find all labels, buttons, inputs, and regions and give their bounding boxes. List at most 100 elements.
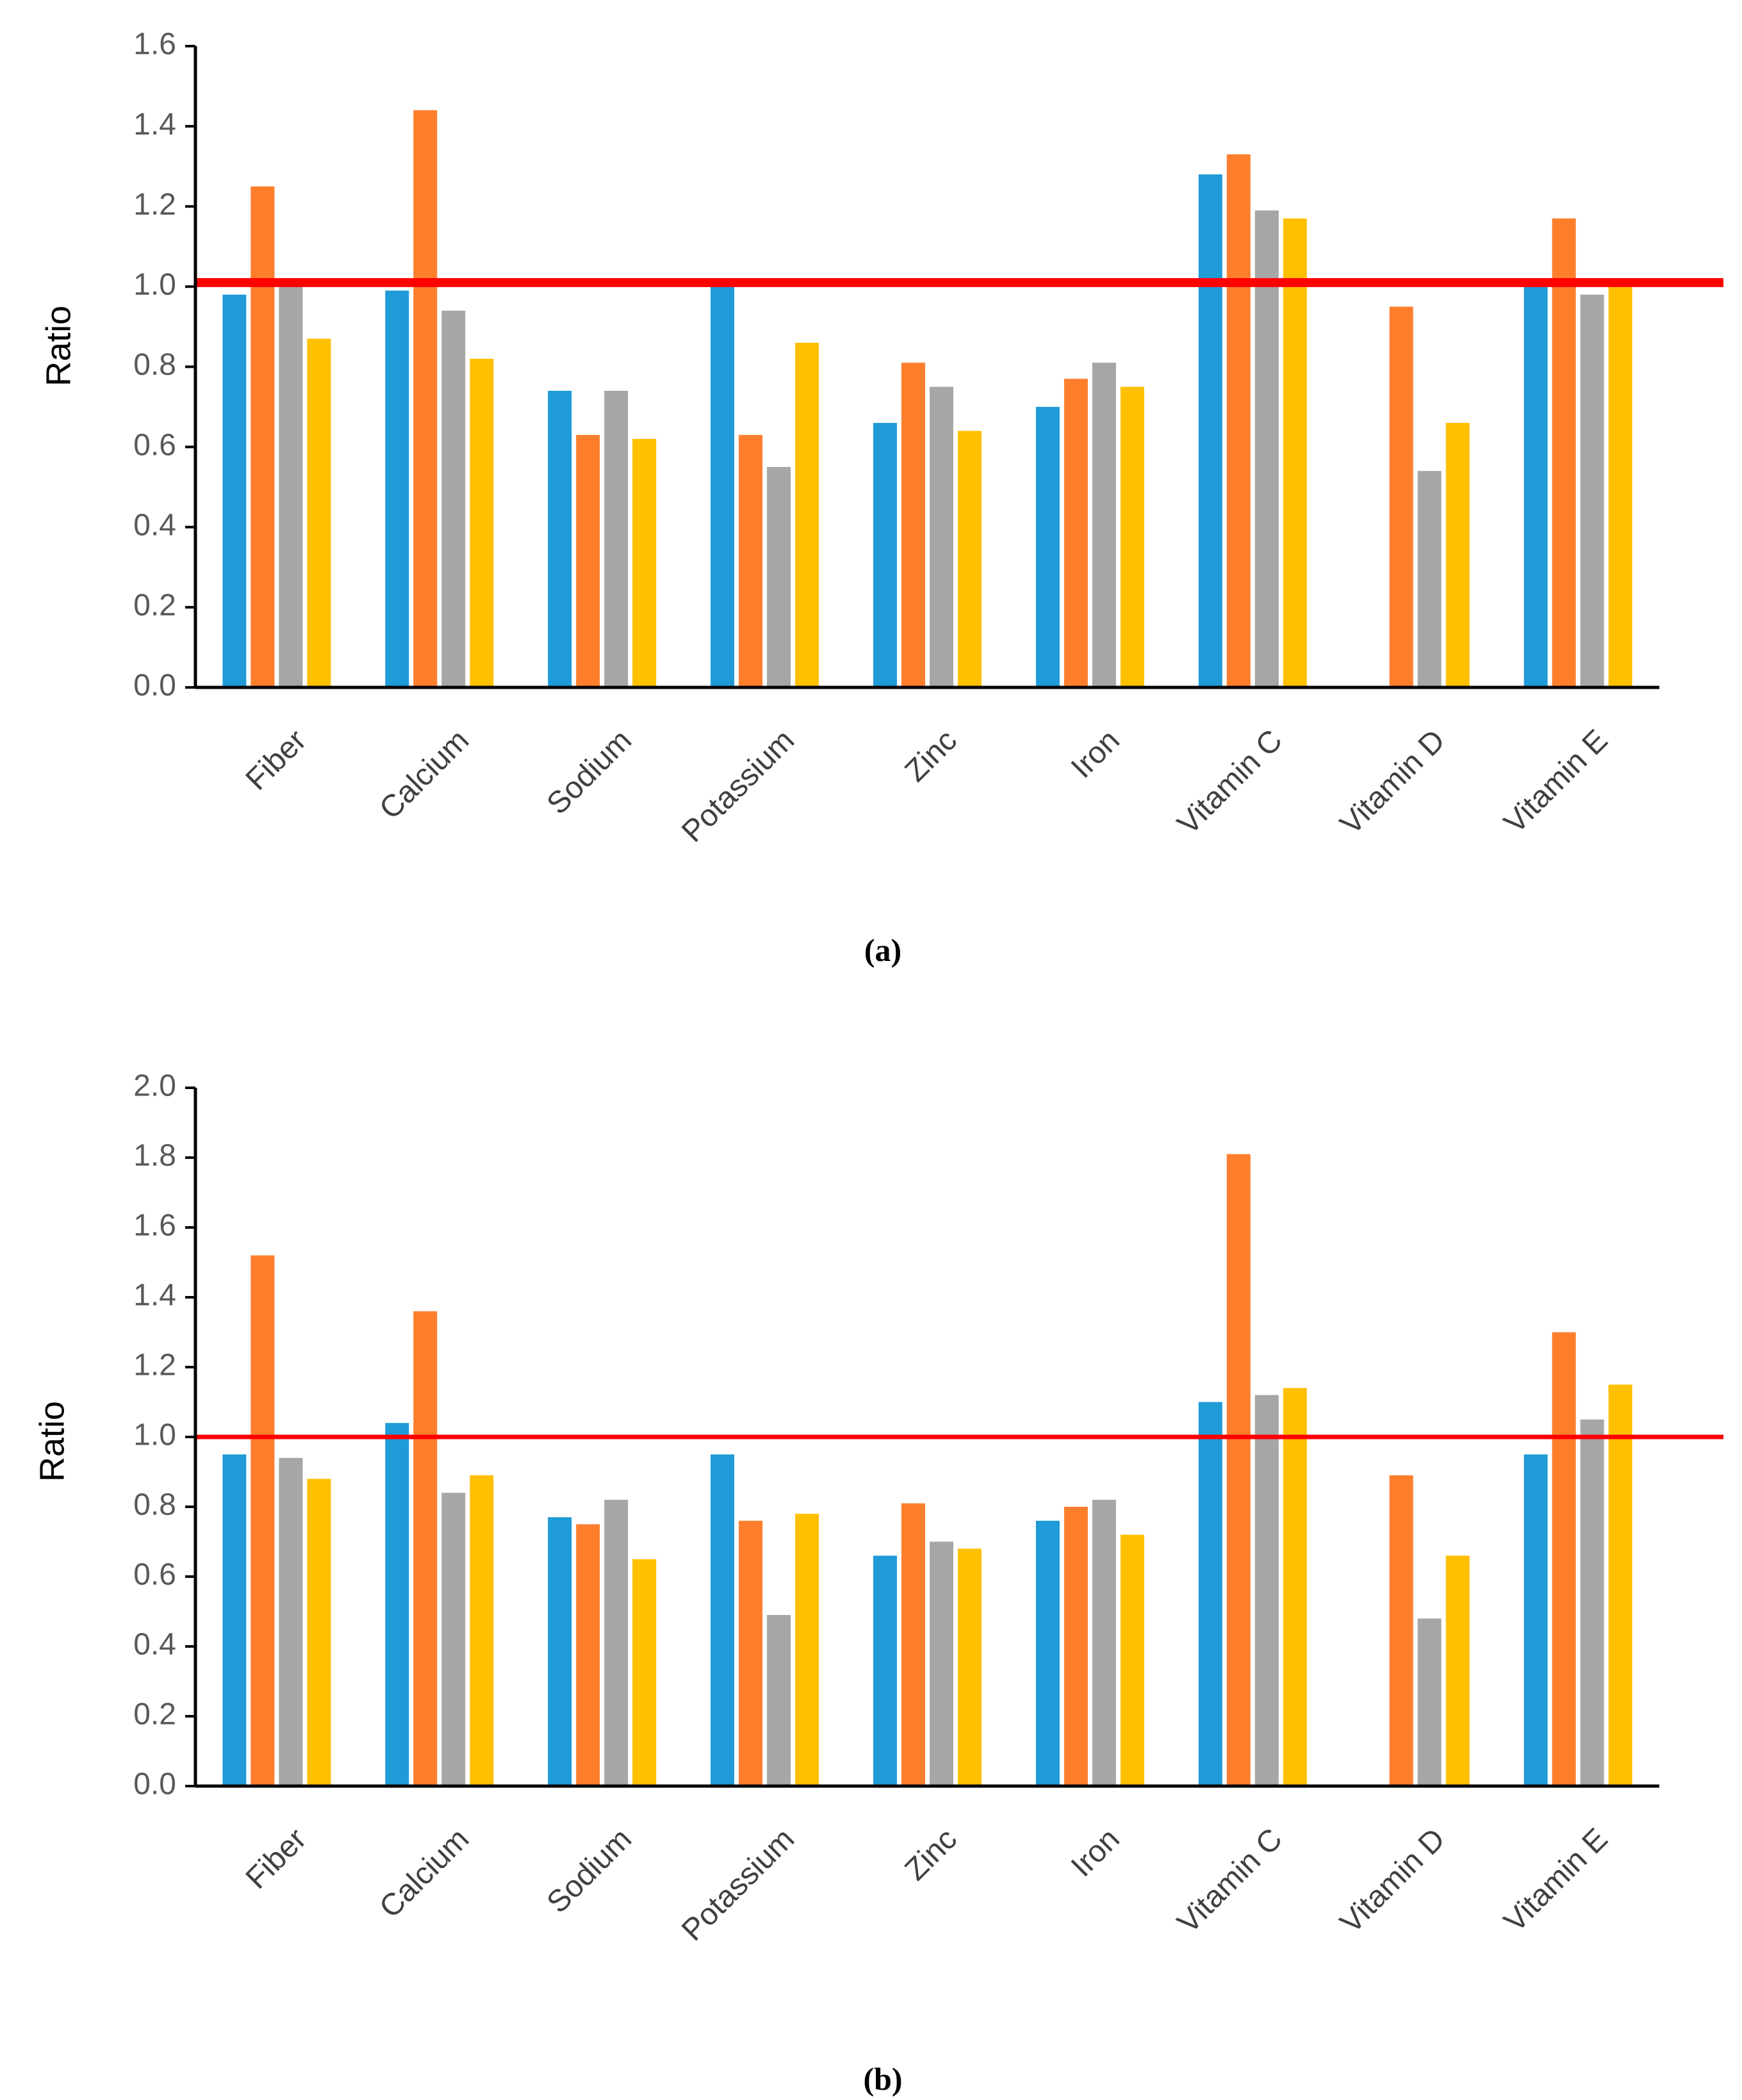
panel-b-bar-vitamin-d-series-4 [1445,1555,1470,1786]
panel-a-bar-fiber-series-1 [222,294,247,687]
panel-b-y-tick-label: 0.2 [133,1698,176,1732]
panel-b-bar-vitamin-d-series-3 [1417,1618,1442,1786]
panel-b-bar-zinc-series-1 [873,1555,897,1786]
panel-a-bar-vitamin-e-series-4 [1608,286,1632,687]
panel-a-y-tick-label: 0.8 [133,348,176,382]
panel-a-x-tick-label-potassium: Potassium [675,723,801,849]
panel-a-y-tick-label: 0.6 [133,428,176,462]
panel-b-y-tick-label: 1.0 [133,1418,176,1452]
panel-a-bar-fiber-series-2 [251,186,275,687]
panel-a-bar-calcium-series-2 [413,110,438,688]
panel-b-bar-iron-series-1 [1035,1520,1060,1786]
panel-b-bar-potassium-series-1 [711,1454,735,1787]
panel-a-bar-zinc-series-3 [930,386,953,687]
panel-b-y-tick-label: 0.8 [133,1488,176,1522]
panel-b-bar-calcium-series-2 [413,1311,438,1786]
panel-b-x-tick-label-sodium: Sodium [541,1822,639,1920]
panel-b-y-tick-label: 0.6 [133,1558,176,1592]
panel-a-x-tick-label-sodium: Sodium [541,723,639,821]
panel-a-bar-vitamin-c-series-4 [1283,218,1307,687]
panel-b-x-tick-label-iron: Iron [1065,1822,1126,1883]
panel-b-chart: Ratio (b) 0.0 0.2 0.4 0.6 0.8 1.0 1.2 1.4 1.6 1.8… [33,1069,1723,2097]
panel-b-bar-sodium-series-1 [548,1517,572,1786]
panel-b-x-tick-label-fiber: Fiber [240,1822,313,1896]
panel-b-bar-potassium-series-4 [795,1513,819,1786]
panel-a-x-tick-label-vitamin-c: Vitamin C [1171,723,1289,841]
panel-b-bar-fiber-series-4 [307,1479,331,1786]
panel-b-x-tick-label-vitamin-c: Vitamin C [1171,1822,1289,1940]
panel-b-bar-iron-series-3 [1092,1500,1116,1786]
panel-b-x-tick-label-potassium: Potassium [675,1822,801,1948]
panel-a-bar-zinc-series-2 [901,363,925,687]
panel-a-bar-calcium-series-4 [470,359,494,687]
panel-a-bar-sodium-series-1 [548,391,572,687]
panel-a-x-tick-label-zinc: Zinc [898,723,964,789]
panel-b-bar-iron-series-4 [1120,1534,1144,1786]
panel-b-bar-sodium-series-4 [632,1559,657,1787]
panel-a-bar-potassium-series-4 [795,343,819,687]
panel-a-bar-calcium-series-1 [385,290,409,688]
panel-a-bar-potassium-series-2 [739,434,763,687]
panel-b-bar-zinc-series-3 [930,1541,953,1786]
panel-a-x-tick-label-calcium: Calcium [373,723,475,826]
panel-b-bar-vitamin-d-series-2 [1389,1475,1413,1786]
panel-a-bar-iron-series-2 [1064,379,1088,687]
panel-a-bar-sodium-series-3 [604,391,629,687]
panel-b-y-tick-label: 1.4 [133,1279,176,1313]
panel-a-y-tick-label: 0.0 [133,669,176,703]
panel-b-y-tick-label: 1.6 [133,1209,176,1243]
panel-a-y-tick-label: 0.2 [133,589,176,623]
panel-b-y-tick-label: 0.0 [133,1768,176,1801]
panel-a-bar-calcium-series-3 [441,310,466,687]
panel-b-bar-sodium-series-2 [576,1524,600,1787]
panel-b-bar-vitamin-e-series-4 [1608,1384,1632,1787]
panel-a-y-axis-title: Ratio [39,306,78,386]
panel-a-bar-sodium-series-4 [632,439,657,687]
panel-b-y-tick-label: 1.8 [133,1139,176,1173]
panel-b-bar-zinc-series-2 [901,1503,925,1786]
panel-b-bar-potassium-series-3 [767,1614,791,1786]
panel-a-bar-vitamin-e-series-1 [1524,286,1548,687]
panel-b-bar-iron-series-2 [1064,1507,1088,1786]
panel-b-bar-vitamin-c-series-4 [1283,1388,1307,1786]
panel-a-bar-vitamin-d-series-2 [1389,306,1413,687]
panel-a-x-tick-label-vitamin-e: Vitamin E [1498,723,1615,840]
panel-a-bar-vitamin-c-series-2 [1226,154,1251,687]
panel-b-x-tick-label-vitamin-d: Vitamin D [1334,1822,1452,1940]
panel-b-bar-vitamin-e-series-3 [1580,1419,1604,1787]
panel-b-bar-vitamin-c-series-2 [1226,1154,1251,1786]
panel-a-bar-zinc-series-4 [958,431,982,687]
panel-a-bar-iron-series-1 [1035,407,1060,687]
panel-b-bar-zinc-series-4 [958,1548,982,1786]
panel-b-bar-vitamin-c-series-1 [1198,1402,1222,1786]
panel-b-label: (b) [863,2061,902,2097]
panel-a-x-tick-label-iron: Iron [1065,723,1126,785]
panel-b-y-axis-title: Ratio [33,1401,71,1482]
panel-a-y-tick-label: 0.4 [133,508,176,542]
panel-b-bar-calcium-series-1 [385,1423,409,1786]
panel-b-bar-fiber-series-1 [222,1454,247,1787]
panel-a-bar-vitamin-e-series-2 [1552,218,1576,687]
panel-a-bar-fiber-series-4 [307,338,331,687]
panel-a-bar-potassium-series-1 [711,286,735,687]
panel-a-x-tick-label-fiber: Fiber [240,723,313,797]
panel-a-bar-potassium-series-3 [767,466,791,687]
panel-b-bar-sodium-series-3 [604,1500,629,1786]
panel-a-bar-vitamin-d-series-3 [1417,471,1442,687]
panel-a-y-tick-label: 1.2 [133,188,176,222]
panel-b-bar-vitamin-c-series-3 [1254,1395,1279,1786]
panel-b-y-tick-label: 1.2 [133,1349,176,1382]
panel-a-x-tick-label-vitamin-d: Vitamin D [1334,723,1452,841]
panel-b-bar-calcium-series-3 [441,1493,466,1786]
panel-a-y-tick-label: 1.4 [133,108,176,142]
panel-a-y-tick-label: 1.6 [133,28,176,62]
panel-a-bar-vitamin-c-series-1 [1198,174,1222,687]
panel-a-bar-vitamin-d-series-4 [1445,423,1470,687]
panel-b-bar-calcium-series-4 [470,1475,494,1786]
panel-b-bar-fiber-series-3 [279,1457,303,1786]
panel-a-bar-vitamin-c-series-3 [1254,210,1279,687]
panel-b-y-tick-label: 0.4 [133,1628,176,1662]
panel-b-bar-vitamin-e-series-2 [1552,1332,1576,1786]
panel-b-bar-vitamin-e-series-1 [1524,1454,1548,1787]
